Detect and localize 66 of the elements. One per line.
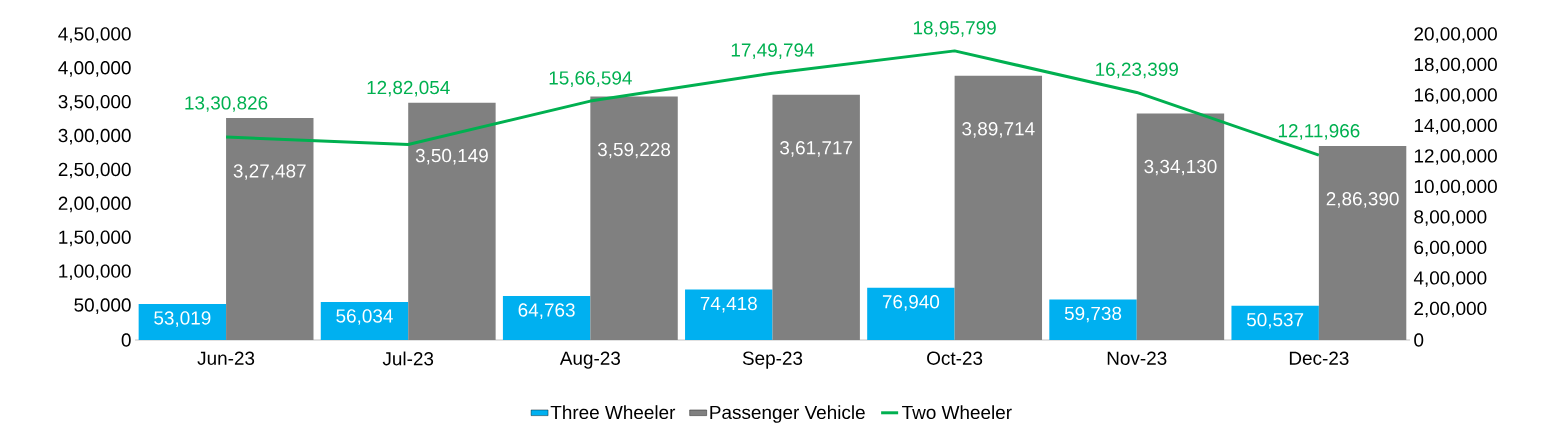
y2-tick-label: 16,00,000 — [1414, 88, 1497, 104]
x-tick-label: Oct-23 — [927, 351, 983, 365]
data-label: 3,34,130 — [1144, 159, 1217, 176]
y2-tick-label: 12,00,000 — [1414, 149, 1497, 165]
y-tick-label: 2,50,000 — [58, 162, 131, 179]
y2-tick-label: 18,00,000 — [1414, 57, 1497, 74]
data-label: 3,59,228 — [597, 142, 671, 159]
bar — [1136, 113, 1225, 340]
y-tick-label: 50,000 — [74, 298, 131, 314]
data-label: 2,86,390 — [1326, 192, 1399, 208]
bar — [1231, 305, 1319, 340]
legend-label: Three Wheeler — [550, 405, 676, 420]
data-label: 17,49,794 — [731, 43, 815, 59]
data-label: 18,95,799 — [913, 21, 996, 37]
bar — [954, 75, 1043, 340]
data-label: 50,537 — [1246, 312, 1304, 329]
y2-tick-label: 2,00,000 — [1414, 301, 1487, 318]
data-label: 76,940 — [882, 295, 940, 311]
legend-label: Passenger Vehicle — [710, 405, 865, 423]
y-tick-label: 3,00,000 — [58, 128, 131, 145]
data-label: 74,418 — [700, 296, 757, 313]
bar — [1318, 145, 1407, 340]
y2-tick-label: 14,00,000 — [1414, 118, 1497, 135]
data-label: 53,019 — [154, 311, 211, 327]
bar — [408, 102, 496, 340]
y2-tick-label: 10,00,000 — [1414, 179, 1497, 196]
y-tick-label: 0 — [121, 333, 131, 347]
data-label: 16,23,399 — [1096, 62, 1178, 79]
y-tick-label: 4,50,000 — [58, 27, 131, 43]
data-label: 56,034 — [336, 309, 393, 325]
bar — [867, 287, 955, 340]
y2-tick-label: 20,00,000 — [1414, 27, 1497, 43]
data-label: 3,61,717 — [780, 141, 853, 157]
data-label: 64,763 — [518, 303, 575, 319]
bar — [502, 296, 591, 340]
x-tick-label: Sep-23 — [742, 351, 803, 369]
y-tick-label: 1,50,000 — [59, 230, 131, 247]
bar — [226, 118, 314, 340]
y-tick-label: 3,50,000 — [58, 94, 131, 111]
bar — [685, 289, 773, 340]
y2-tick-label: 8,00,000 — [1414, 210, 1487, 226]
y2-tick-label: 6,00,000 — [1414, 240, 1487, 257]
y-tick-label: 2,00,000 — [58, 196, 131, 213]
data-label: 59,738 — [1064, 306, 1122, 323]
x-tick-label: Nov-23 — [1107, 351, 1167, 365]
y2-tick-label: 4,00,000 — [1413, 271, 1487, 287]
y2-tick-label: 0 — [1414, 333, 1424, 347]
data-label: 12,82,054 — [367, 80, 450, 97]
x-tick-label: Aug-23 — [559, 351, 621, 369]
bar — [320, 302, 409, 340]
data-label: 12,11,966 — [1278, 124, 1360, 140]
data-label: 15,66,594 — [549, 71, 632, 87]
legend-label: Two Wheeler — [902, 405, 1012, 420]
data-label: 3,27,487 — [233, 164, 306, 180]
data-label: 3,50,149 — [415, 148, 488, 165]
data-label: 3,89,714 — [962, 122, 1035, 138]
x-tick-label: Jul-23 — [382, 351, 434, 366]
bar — [590, 96, 678, 340]
bar — [772, 94, 860, 340]
bar — [1049, 299, 1137, 340]
x-tick-label: Jun-23 — [197, 351, 255, 365]
y-tick-label: 4,00,000 — [58, 61, 131, 77]
y-tick-label: 1,00,000 — [59, 264, 131, 281]
bar — [138, 304, 227, 340]
data-label: 13,30,826 — [185, 96, 268, 112]
x-tick-label: Dec-23 — [1289, 351, 1349, 365]
